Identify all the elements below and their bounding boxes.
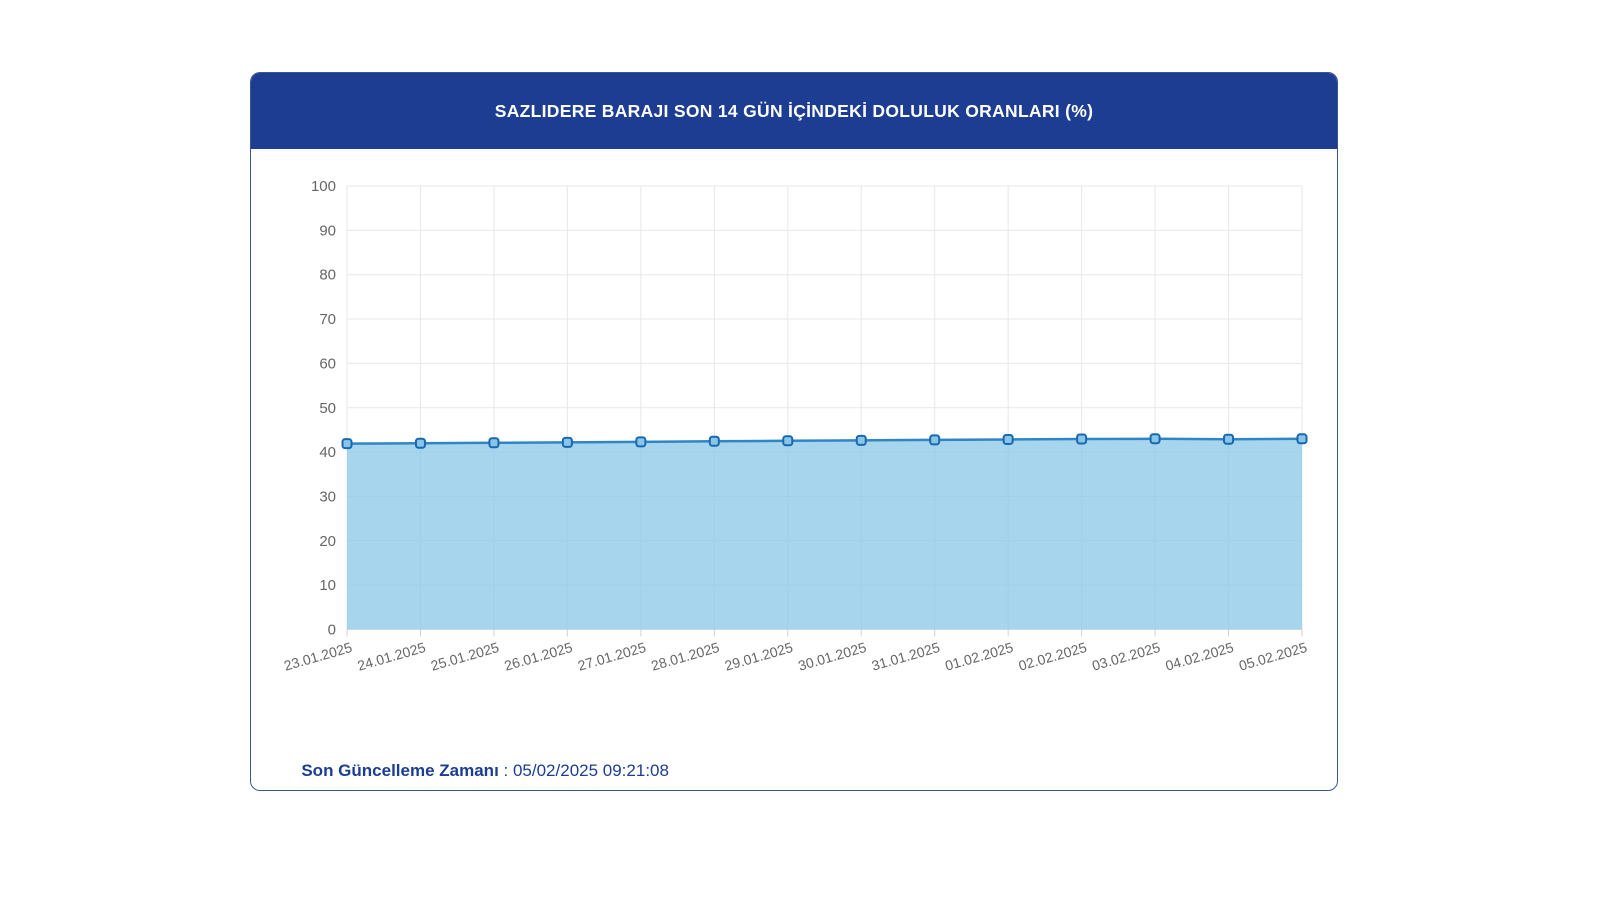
x-axis-tick-label: 03.02.2025 — [1090, 639, 1162, 674]
data-point-marker[interactable] — [855, 434, 867, 446]
fill-rate-area-chart[interactable]: 0 10 20 30 40 50 60 70 80 90 100 23.01.2025 24.01.20… — [251, 149, 1338, 791]
data-point-marker[interactable] — [488, 437, 500, 449]
x-axis-tick-label: 26.01.2025 — [502, 639, 574, 674]
x-axis-tick-label: 29.01.2025 — [723, 639, 795, 674]
x-axis-tick-label: 25.01.2025 — [429, 639, 501, 674]
data-point-marker[interactable] — [561, 436, 573, 448]
x-axis-tick-label: 01.02.2025 — [943, 639, 1015, 674]
y-axis-tick-label: 70 — [319, 311, 336, 328]
y-axis-tick-label: 30 — [319, 488, 336, 505]
y-axis-tick-label: 10 — [319, 577, 336, 594]
x-axis-tick-label: 04.02.2025 — [1164, 639, 1236, 674]
x-axis-tick-label: 27.01.2025 — [576, 639, 648, 674]
chart-title: SAZLIDERE BARAJI SON 14 GÜN İÇİNDEKİ DOL… — [494, 100, 1094, 121]
x-axis-tick-label: 28.01.2025 — [649, 639, 721, 674]
data-point-marker[interactable] — [1296, 433, 1308, 445]
y-axis-tick-label: 100 — [311, 178, 336, 195]
data-point-marker[interactable] — [341, 438, 353, 450]
y-axis-tick-label: 60 — [319, 355, 336, 372]
card-header: SAZLIDERE BARAJI SON 14 GÜN İÇİNDEKİ DOL… — [251, 73, 1337, 149]
x-axis-tick-label: 31.01.2025 — [870, 639, 942, 674]
data-point-marker[interactable] — [414, 437, 426, 449]
data-point-marker[interactable] — [708, 435, 720, 447]
last-update-separator: : — [498, 761, 513, 780]
last-update-label: Son Güncelleme Zamanı — [301, 761, 499, 780]
y-axis-tick-label: 40 — [319, 444, 336, 461]
x-axis-tick-label: 23.01.2025 — [282, 639, 354, 674]
data-point-marker[interactable] — [1149, 433, 1161, 445]
series-line — [346, 437, 1303, 445]
data-point-marker[interactable] — [782, 435, 794, 447]
x-axis-tick-label: 05.02.2025 — [1237, 639, 1309, 674]
last-update-value: 05/02/2025 09:21:08 — [512, 761, 669, 780]
y-axis-tick-label: 0 — [328, 622, 336, 639]
data-point-marker[interactable] — [1076, 433, 1088, 445]
y-axis-tick-label: 20 — [319, 533, 336, 550]
x-axis-tick-label: 30.01.2025 — [796, 639, 868, 674]
data-point-marker[interactable] — [635, 436, 647, 448]
area-fill — [347, 438, 1302, 630]
x-axis-tick-label: 24.01.2025 — [356, 639, 428, 674]
x-axis-tick-label: 02.02.2025 — [1017, 639, 1089, 674]
y-axis-tick-label: 90 — [319, 222, 336, 239]
last-update-text: Son Güncelleme Zamanı : 05/02/2025 09:21… — [273, 741, 669, 790]
data-point-marker[interactable] — [1002, 433, 1014, 445]
y-axis-tick-label: 50 — [319, 400, 336, 417]
data-point-marker[interactable] — [929, 434, 941, 446]
dam-fill-rate-card: SAZLIDERE BARAJI SON 14 GÜN İÇİNDEKİ DOL… — [250, 72, 1338, 791]
data-point-marker[interactable] — [1223, 433, 1235, 445]
y-axis-tick-label: 80 — [319, 267, 336, 284]
